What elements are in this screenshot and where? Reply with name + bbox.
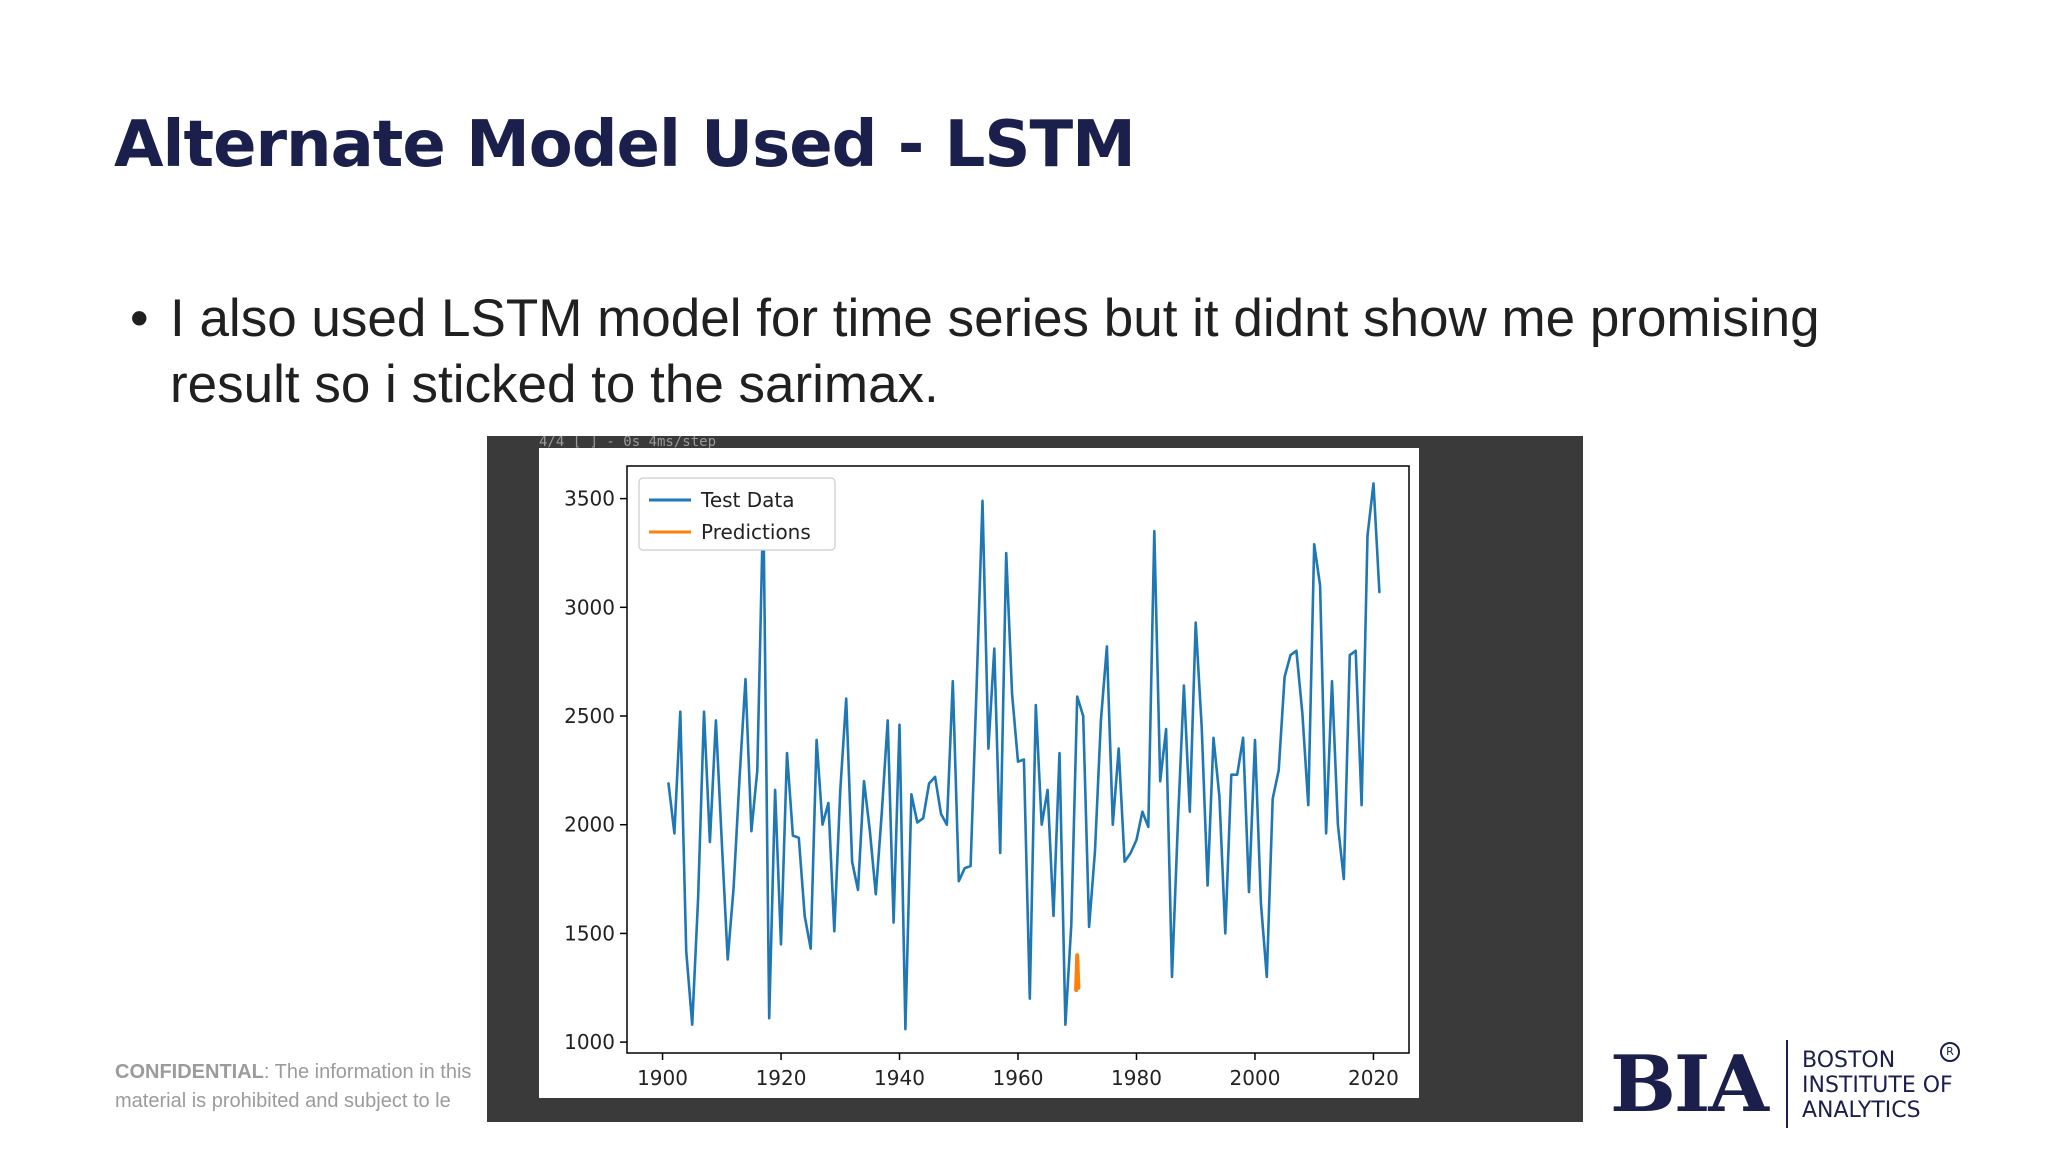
bullet-point: • I also used LSTM model for time series…	[130, 286, 1910, 418]
x-tick-label: 1960	[993, 1066, 1044, 1090]
y-tick-label: 2000	[564, 813, 615, 837]
y-tick-label: 1500	[564, 921, 615, 945]
embedded-screenshot: 4/4 [ ] - 0s 4ms/step 1000 1500 2000 2500 30…	[487, 436, 1583, 1122]
x-tick-label: 2000	[1230, 1066, 1281, 1090]
y-tick-label: 1000	[564, 1030, 615, 1054]
bia-logo: BIA BOSTON INSTITUTE OF ANALYTICS R	[1610, 1036, 1960, 1136]
x-tick-label: 1980	[1111, 1066, 1162, 1090]
bullet-text: I also used LSTM model for time series b…	[170, 289, 1820, 414]
confidential-line-2: material is prohibited and subject to le	[115, 1090, 451, 1112]
slide-title: Alternate Model Used - LSTM	[114, 108, 1136, 182]
logo-word-3: ANALYTICS	[1802, 1098, 1921, 1123]
y-tick-label: 3500	[564, 487, 615, 511]
logo-word-2: INSTITUTE OF	[1802, 1073, 1953, 1098]
logo-word-1: BOSTON	[1802, 1048, 1896, 1073]
legend-label: Test Data	[700, 488, 795, 512]
x-tick-label: 1920	[756, 1066, 807, 1090]
confidential-notice: CONFIDENTIAL: The information in this ma…	[115, 1058, 495, 1116]
line-chart: 1000 1500 2000 2500 3000 3500 1900 1920 1940 1960…	[564, 465, 1410, 1090]
series-line-test-data	[667, 482, 1381, 1031]
notebook-output-strip: 4/4 [ ] - 0s 4ms/step	[539, 436, 717, 448]
confidential-line-1: : The information in this	[263, 1061, 472, 1083]
x-tick-label: 2020	[1348, 1066, 1399, 1090]
bullet-marker: •	[130, 289, 149, 348]
y-tick-label: 3000	[564, 595, 615, 619]
logo-mark: BIA	[1610, 1039, 1769, 1130]
x-tick-label: 1900	[637, 1066, 688, 1090]
logo-divider	[1786, 1040, 1788, 1128]
chart-canvas: 1000 1500 2000 2500 3000 3500 1900 1920 1940 1960…	[539, 448, 1419, 1098]
y-tick-label: 2500	[564, 704, 615, 728]
x-tick-label: 1940	[874, 1066, 925, 1090]
legend-label: Predictions	[701, 520, 811, 544]
logo-wordmark: BOSTON INSTITUTE OF ANALYTICS	[1802, 1048, 1953, 1123]
registered-icon: R	[1940, 1042, 1960, 1062]
confidential-label: CONFIDENTIAL	[115, 1061, 264, 1083]
series-line-predictions	[1074, 953, 1081, 992]
